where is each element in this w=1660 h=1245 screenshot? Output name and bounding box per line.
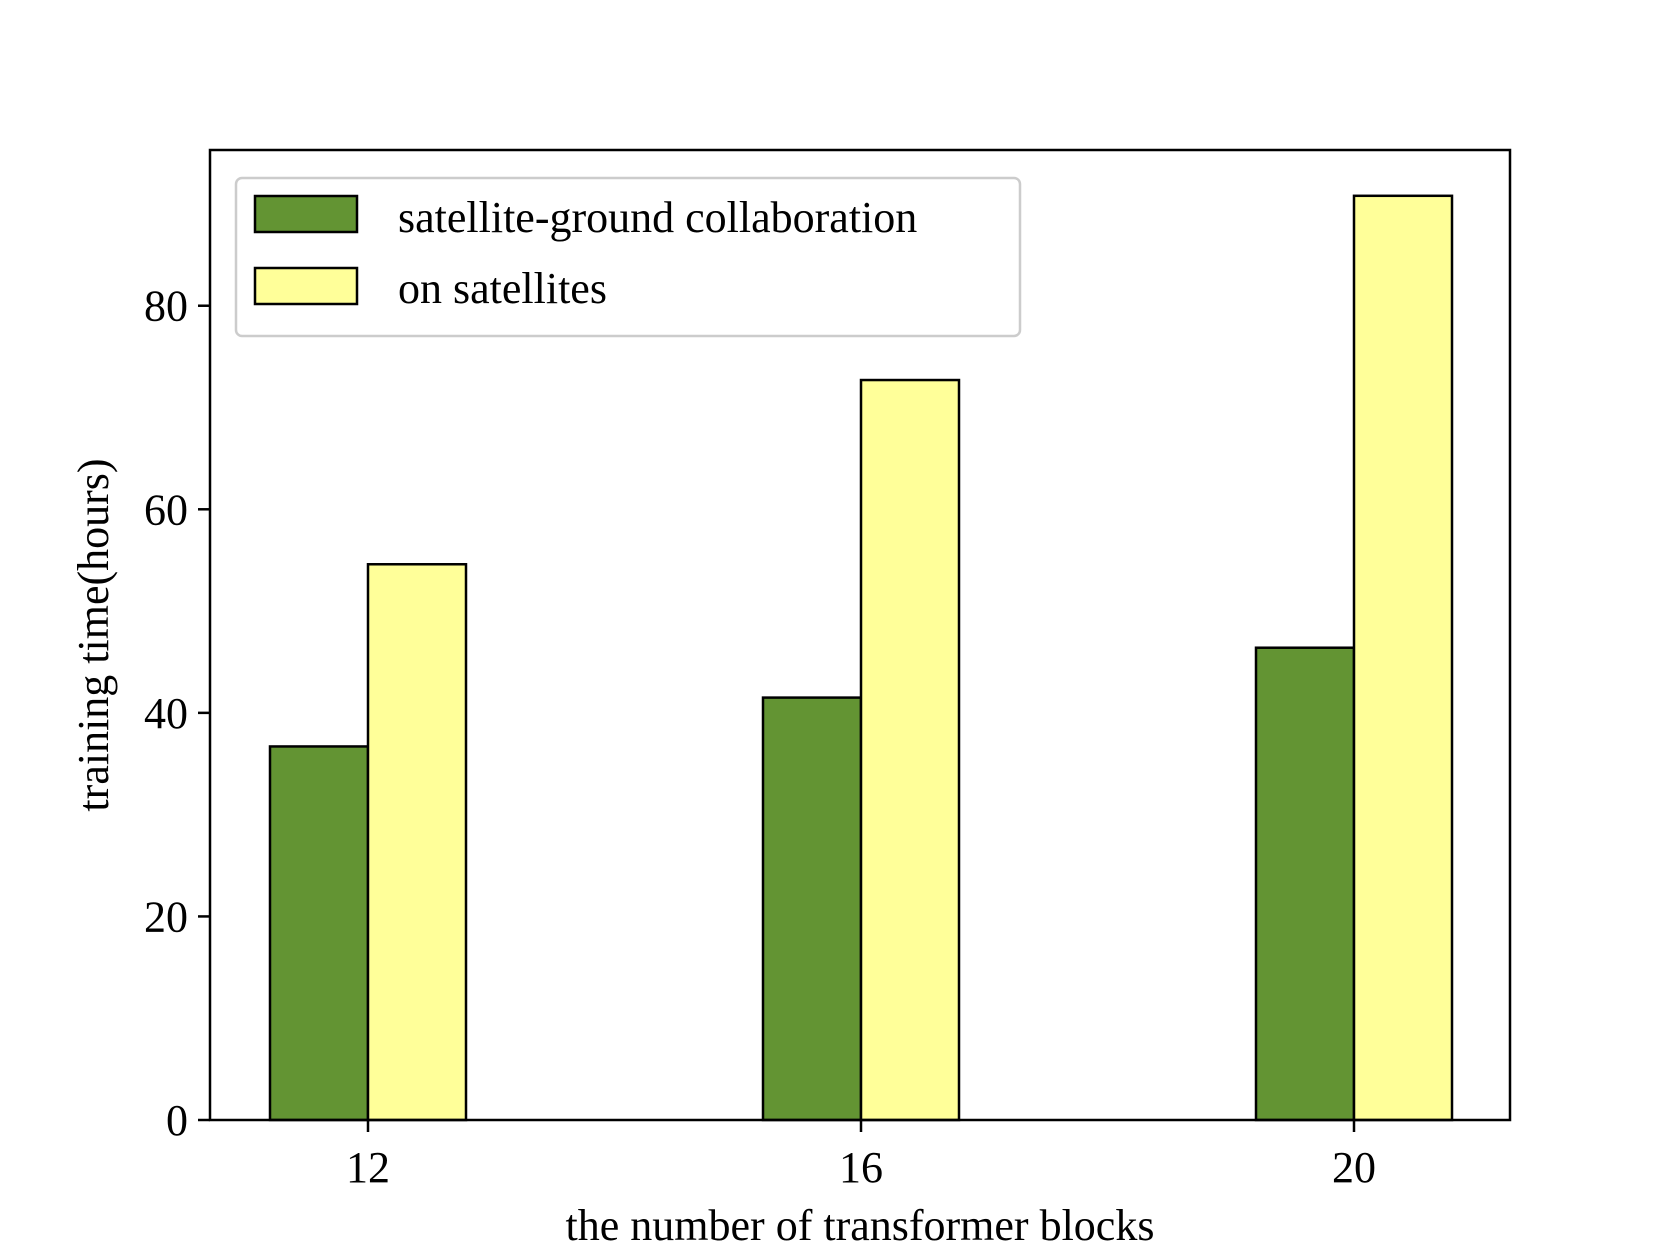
bar-satellite-ground-16 — [761, 696, 863, 1122]
y-tick-label-0: 0 — [166, 1096, 188, 1145]
bar-on-satellites-12 — [366, 563, 468, 1122]
legend: satellite-ground collaboration on satell… — [234, 176, 1022, 338]
legend-frame — [234, 176, 1022, 338]
bar-satellite-ground-12 — [268, 745, 370, 1122]
bar-on-satellites-16 — [859, 378, 961, 1122]
bars-group — [268, 194, 1454, 1122]
y-tick-label-80: 80 — [144, 282, 188, 331]
x-axis: 12 16 20 — [346, 1120, 1376, 1192]
y-axis-label: training time(hours) — [69, 458, 118, 811]
y-tick-label-40: 40 — [144, 689, 188, 738]
x-tick-label-12: 12 — [346, 1143, 390, 1192]
x-tick-label-20: 20 — [1332, 1143, 1376, 1192]
legend-swatch-on-satellites — [253, 266, 359, 306]
legend-swatch-satellite-ground — [253, 194, 359, 234]
y-tick-label-20: 20 — [144, 892, 188, 941]
x-axis-label: the number of transformer blocks — [566, 1201, 1155, 1245]
bar-on-satellites-20 — [1352, 194, 1454, 1122]
bar-satellite-ground-20 — [1254, 646, 1356, 1122]
legend-label-satellite-ground: satellite-ground collaboration — [398, 193, 917, 242]
y-tick-label-60: 60 — [144, 485, 188, 534]
y-axis: 0 20 40 60 80 — [144, 282, 210, 1145]
legend-label-on-satellites: on satellites — [398, 264, 607, 313]
x-tick-label-16: 16 — [839, 1143, 883, 1192]
